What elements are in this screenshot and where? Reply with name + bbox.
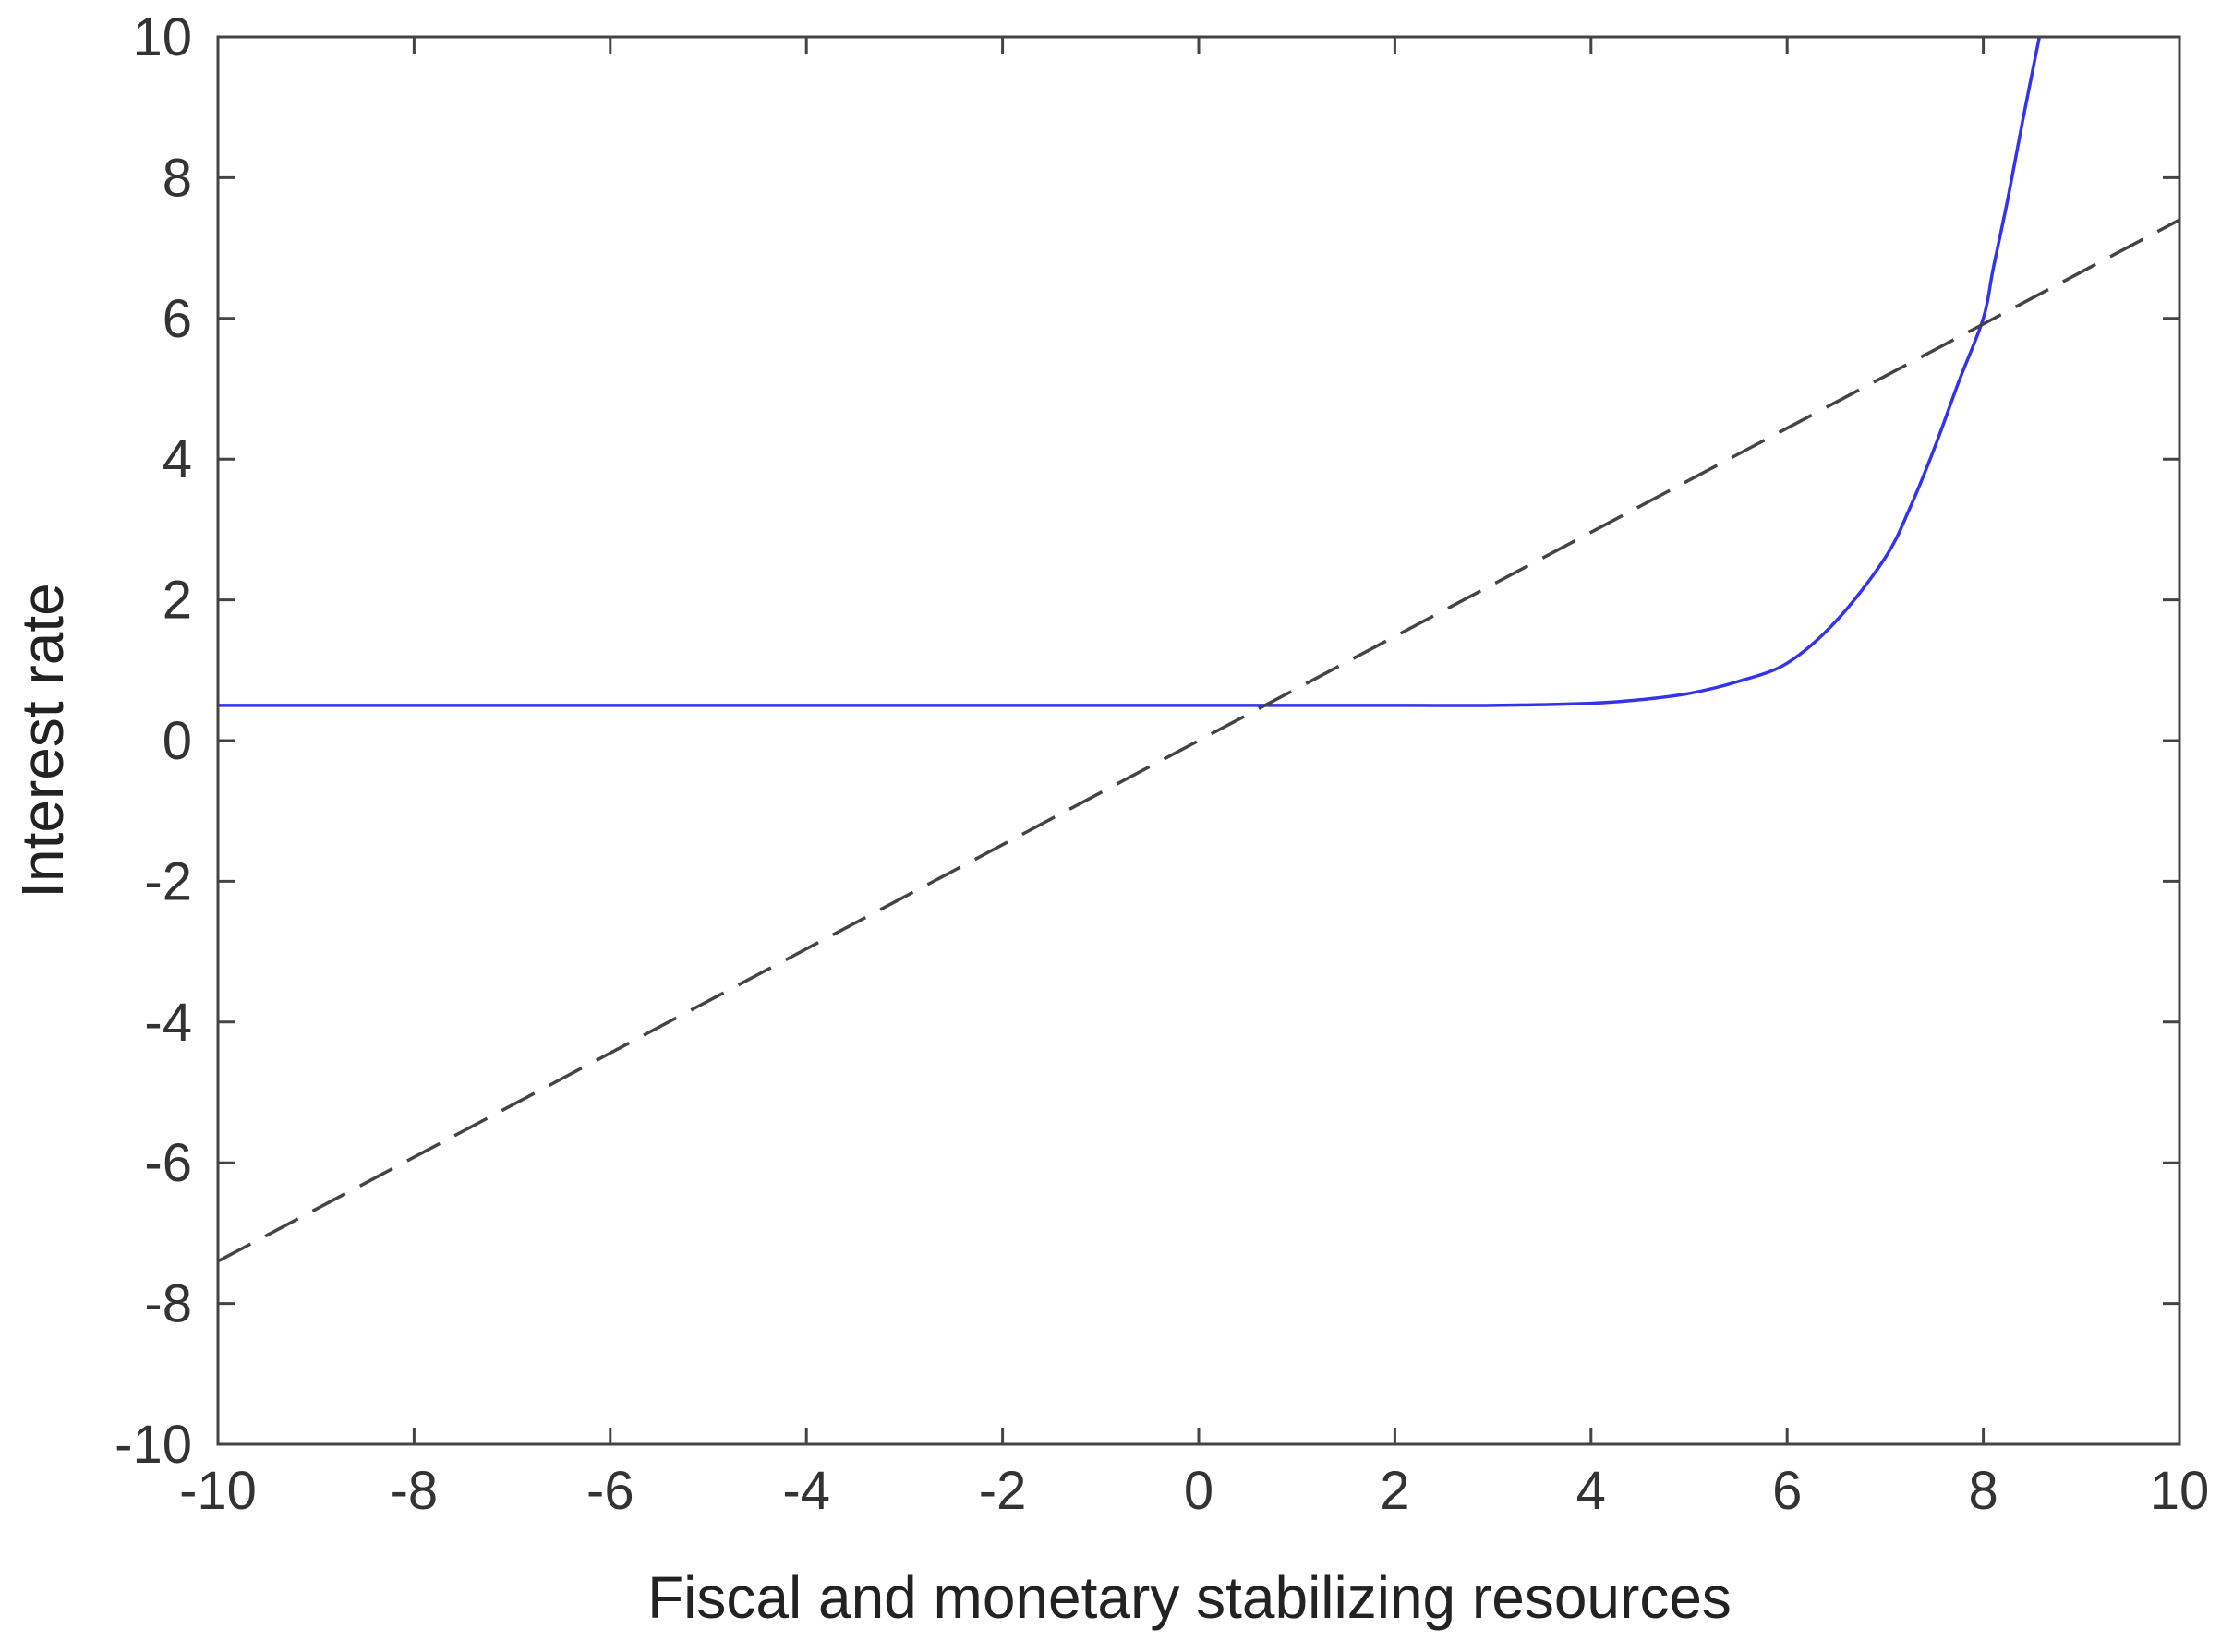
y-tick-label: -8 (144, 1274, 192, 1334)
y-tick-label: -6 (144, 1133, 192, 1193)
x-tick-label: 2 (1380, 1461, 1409, 1521)
y-tick-label: 2 (163, 571, 192, 631)
x-tick-label: 0 (1184, 1461, 1213, 1521)
y-tick-label: 0 (163, 711, 192, 771)
y-tick-label: 10 (132, 7, 192, 67)
y-tick-label: 8 (163, 148, 192, 208)
x-tick-label: -8 (391, 1461, 439, 1521)
y-tick-label: 6 (163, 289, 192, 349)
plot-area-frame (216, 35, 2181, 1446)
x-axis-label: Fiscal and monetary stabilizing resource… (647, 1564, 1732, 1631)
solid-series-line (218, 37, 2042, 707)
y-tick-labels: -10 -8 -6 -4 -2 0 2 4 6 8 10 (115, 7, 192, 1475)
y-tick-label: -10 (115, 1415, 192, 1475)
x-tick-label: 10 (2150, 1461, 2210, 1521)
x-tick-label: -6 (586, 1461, 634, 1521)
axis-ticks (216, 35, 2181, 1446)
x-tick-labels: -10 -8 -6 -4 -2 0 2 4 6 8 10 (179, 1461, 2209, 1521)
dashed-series-line (218, 218, 2179, 1263)
y-tick-label: -2 (144, 851, 192, 911)
x-tick-label: -10 (179, 1461, 257, 1521)
x-tick-label: -4 (782, 1461, 830, 1521)
x-tick-label: -2 (979, 1461, 1027, 1521)
y-tick-label: -4 (144, 993, 192, 1053)
series-lines (218, 37, 2179, 1263)
x-tick-label: 4 (1576, 1461, 1606, 1521)
x-tick-label: 8 (1968, 1461, 1998, 1521)
y-axis-label: Interest rate (9, 583, 76, 898)
y-tick-label: 4 (163, 429, 192, 489)
x-tick-label: 6 (1772, 1461, 1802, 1521)
